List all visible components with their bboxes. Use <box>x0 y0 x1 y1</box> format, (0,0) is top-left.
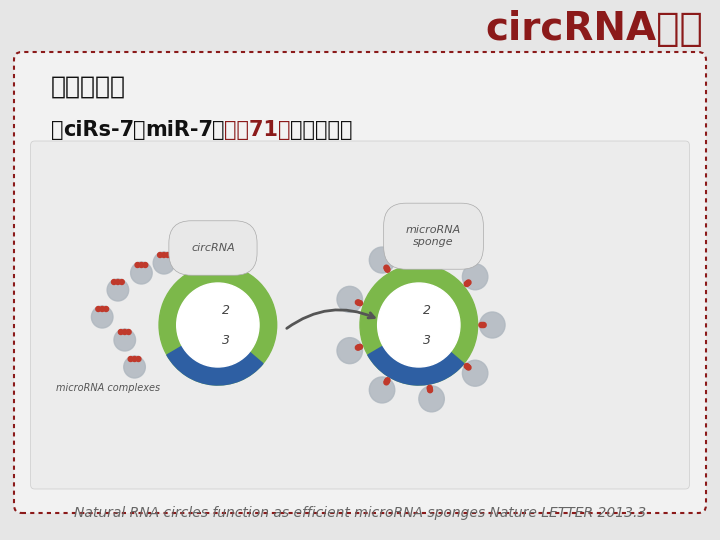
Circle shape <box>136 356 141 361</box>
Circle shape <box>124 356 145 378</box>
FancyBboxPatch shape <box>31 141 689 489</box>
Circle shape <box>161 253 166 258</box>
Circle shape <box>466 365 471 370</box>
Wedge shape <box>167 346 263 385</box>
Circle shape <box>356 345 360 350</box>
Text: 2: 2 <box>423 303 431 316</box>
Wedge shape <box>360 265 477 385</box>
Circle shape <box>96 307 101 312</box>
Wedge shape <box>368 346 464 385</box>
Circle shape <box>128 356 133 361</box>
Circle shape <box>143 262 148 267</box>
Text: circRNA功能: circRNA功能 <box>485 10 703 48</box>
Circle shape <box>428 387 432 392</box>
Circle shape <box>419 386 444 412</box>
Circle shape <box>462 360 488 386</box>
Circle shape <box>480 312 505 338</box>
Circle shape <box>126 329 131 334</box>
Circle shape <box>464 363 469 368</box>
Circle shape <box>479 322 484 327</box>
Circle shape <box>480 322 485 327</box>
Circle shape <box>356 345 361 350</box>
Text: 3: 3 <box>423 334 431 347</box>
Circle shape <box>385 267 390 272</box>
Circle shape <box>427 386 432 390</box>
Circle shape <box>107 279 129 301</box>
Circle shape <box>384 266 390 271</box>
Circle shape <box>153 252 175 274</box>
Circle shape <box>115 280 120 285</box>
Circle shape <box>358 345 362 349</box>
Text: microRNA
sponge: microRNA sponge <box>406 225 461 247</box>
Circle shape <box>358 301 362 306</box>
Circle shape <box>419 238 444 264</box>
Circle shape <box>464 281 469 287</box>
Text: 结合位点。: 结合位点。 <box>289 120 352 140</box>
Circle shape <box>130 262 152 284</box>
Wedge shape <box>159 265 276 385</box>
Circle shape <box>166 253 171 258</box>
Text: 2: 2 <box>222 303 230 316</box>
Text: ciRs-7: ciRs-7 <box>63 120 135 140</box>
Circle shape <box>369 377 395 403</box>
Text: 如: 如 <box>51 120 64 140</box>
Circle shape <box>369 247 395 273</box>
Circle shape <box>100 307 104 312</box>
Circle shape <box>428 259 432 264</box>
Text: 与: 与 <box>133 120 145 140</box>
Text: 工作机制：: 工作机制： <box>51 75 126 99</box>
Circle shape <box>428 257 433 262</box>
Circle shape <box>378 283 460 367</box>
Circle shape <box>465 364 470 369</box>
Circle shape <box>176 283 259 367</box>
Circle shape <box>384 379 390 384</box>
FancyBboxPatch shape <box>14 52 706 513</box>
Circle shape <box>122 329 127 334</box>
Circle shape <box>120 280 125 285</box>
Circle shape <box>462 264 488 290</box>
Circle shape <box>104 307 109 312</box>
Circle shape <box>337 286 362 312</box>
Text: 有: 有 <box>212 120 225 140</box>
Circle shape <box>158 253 163 258</box>
Circle shape <box>337 338 362 363</box>
Circle shape <box>384 380 389 385</box>
Text: circRNA: circRNA <box>191 243 235 253</box>
Circle shape <box>466 280 471 285</box>
Text: 3: 3 <box>222 334 230 347</box>
Circle shape <box>118 329 123 334</box>
Circle shape <box>91 306 113 328</box>
Circle shape <box>481 322 486 327</box>
Circle shape <box>132 356 137 361</box>
Text: 超过71个: 超过71个 <box>225 120 291 140</box>
Circle shape <box>114 329 135 351</box>
Circle shape <box>139 262 144 267</box>
Circle shape <box>356 300 360 305</box>
Circle shape <box>384 265 389 270</box>
Circle shape <box>112 280 117 285</box>
Text: miR-7: miR-7 <box>145 120 213 140</box>
Circle shape <box>427 260 432 265</box>
Text: microRNA complexes: microRNA complexes <box>56 383 160 393</box>
Circle shape <box>135 262 140 267</box>
Circle shape <box>385 378 390 383</box>
Circle shape <box>356 300 361 305</box>
Circle shape <box>465 281 470 286</box>
Text: Natural RNA circles function as efficient microRNA sponges Nature LETTER 2013.3: Natural RNA circles function as efficien… <box>74 506 646 520</box>
Circle shape <box>428 388 433 393</box>
